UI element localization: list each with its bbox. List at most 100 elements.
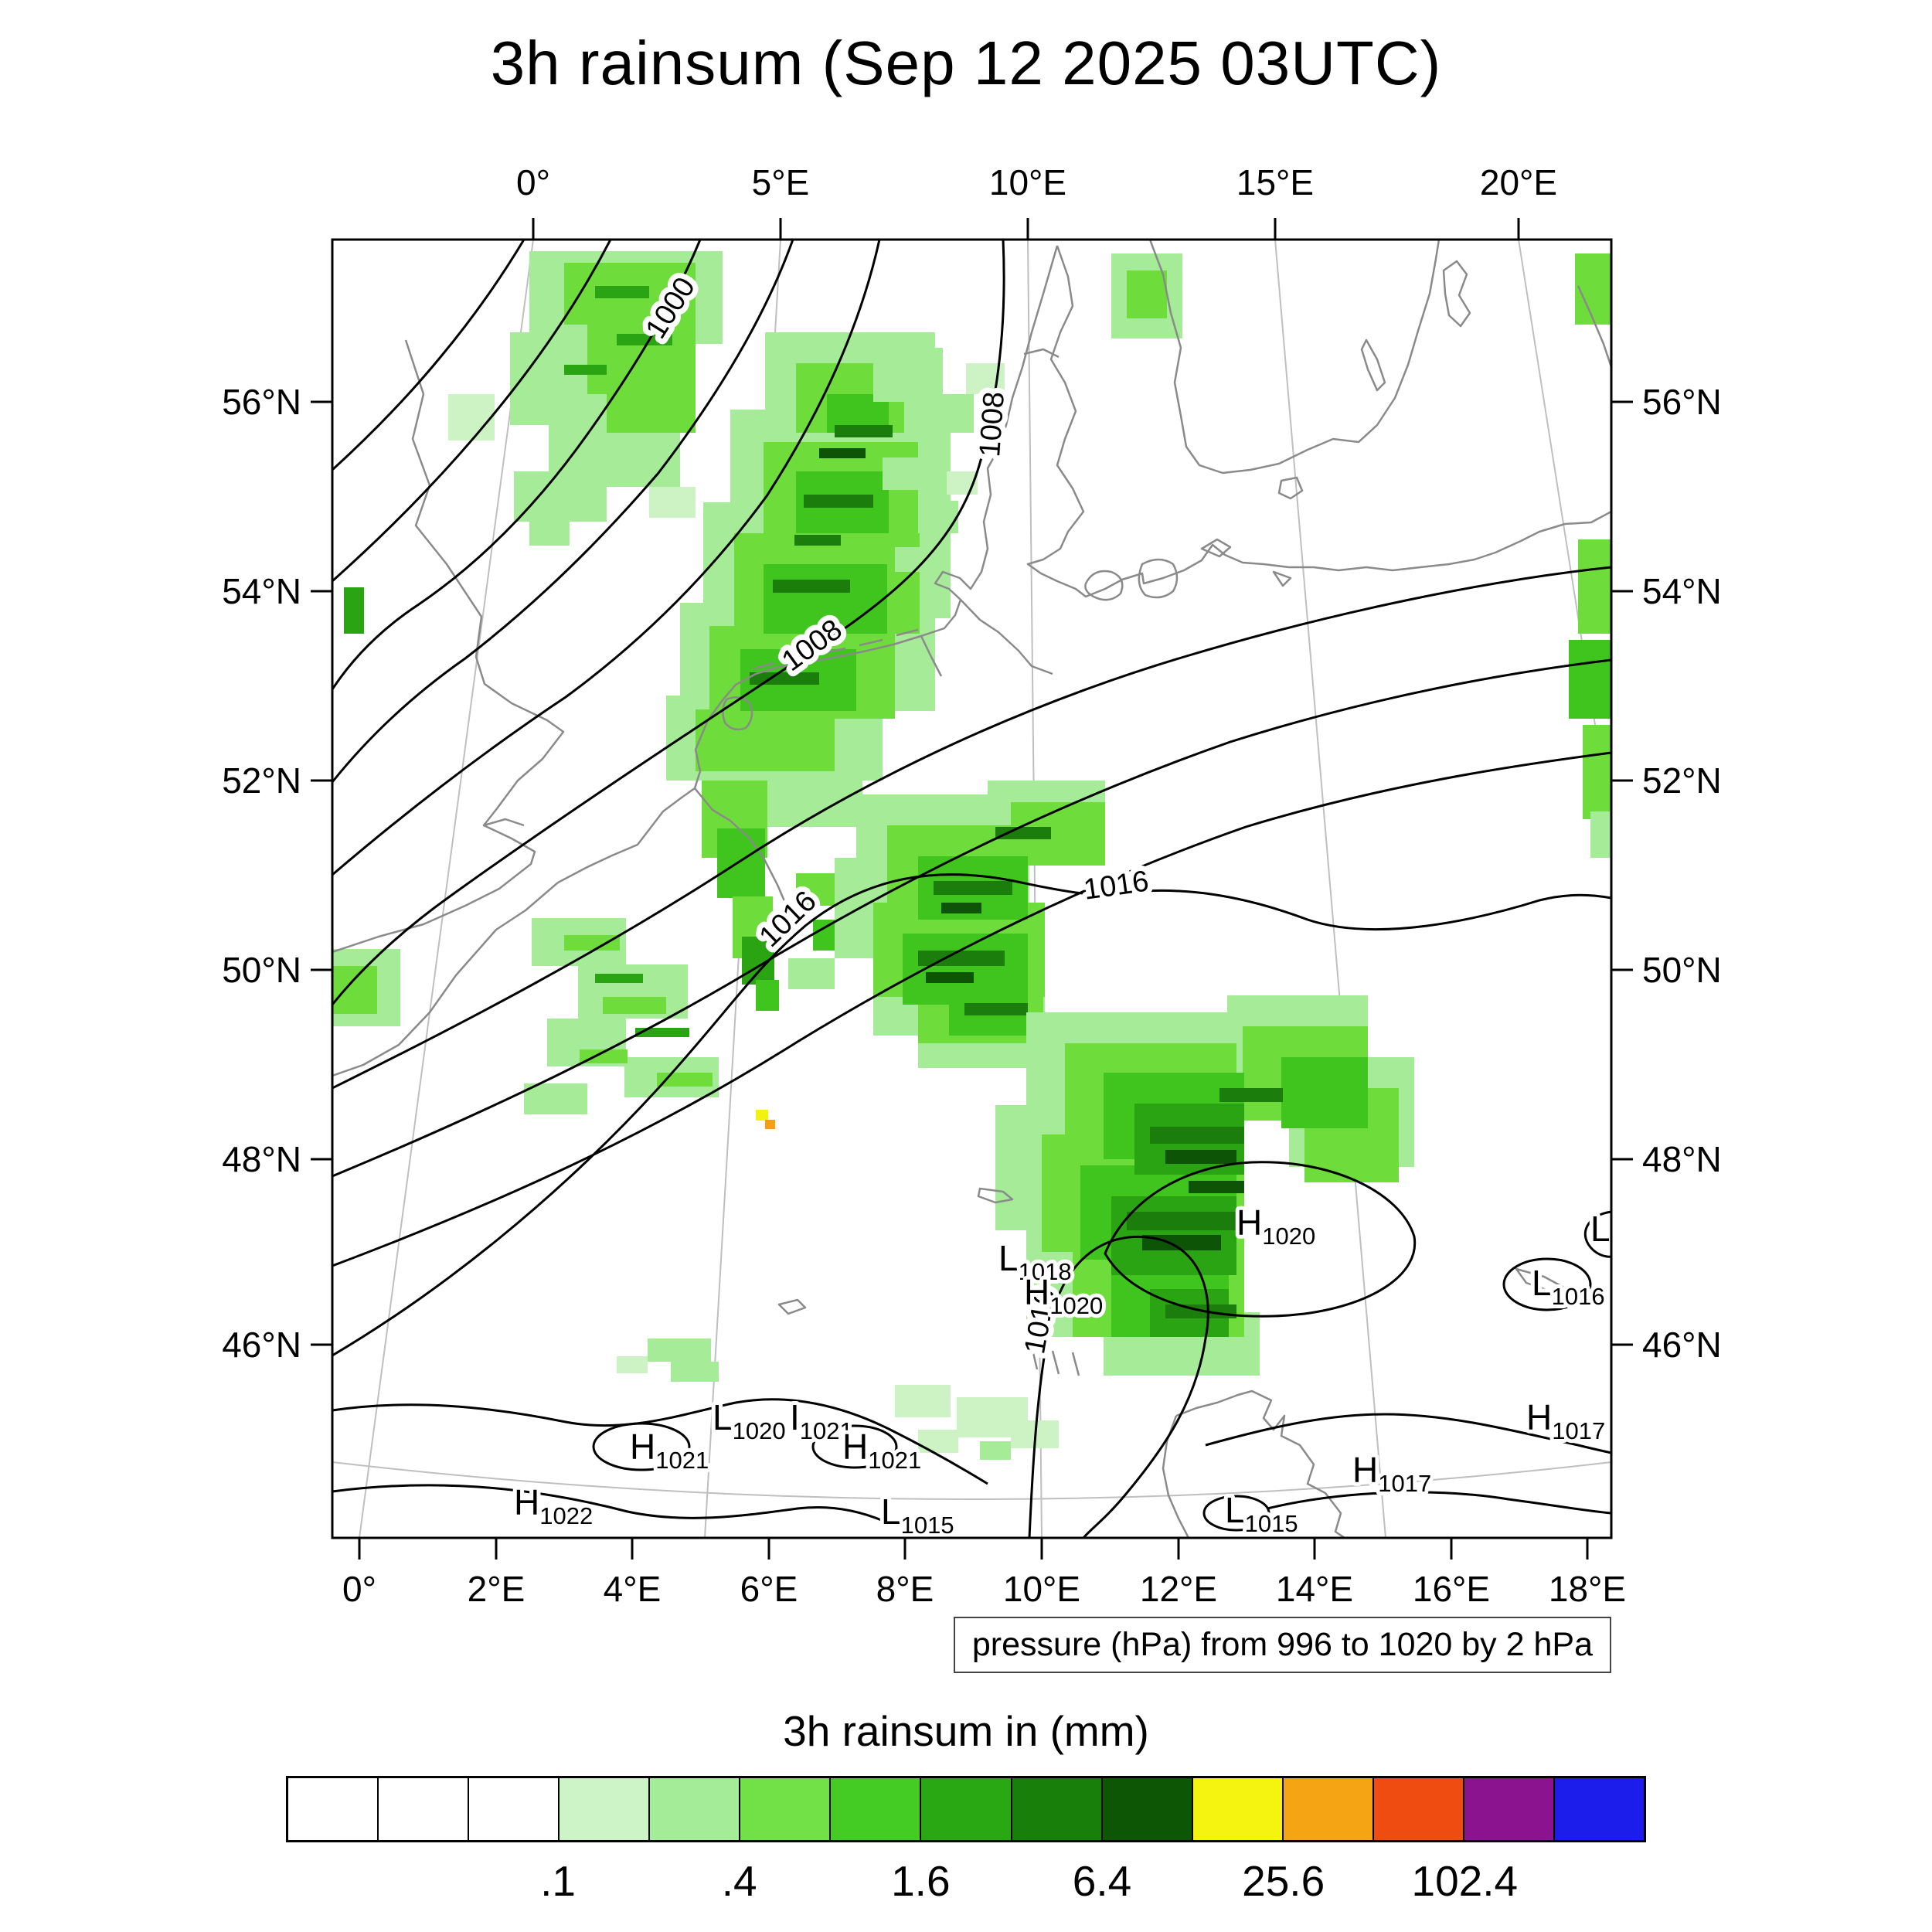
pressure-center-value: 1021 [868,1447,921,1474]
rain-cell [756,980,779,1011]
island-funen [1084,570,1124,601]
pressure-contour [592,1422,691,1471]
axis-label-bottom: 10°E [1003,1569,1080,1609]
rain-cell [1127,270,1167,318]
pressure-center-value: 1021 [800,1417,853,1444]
coastline [557,245,1059,884]
map-frame [331,238,1613,1539]
coastline-adriatic [1175,1389,1345,1538]
colorbar-cell [1191,1778,1282,1840]
coastline [1026,245,1611,598]
axis-label-left: 46°N [222,1325,301,1365]
colorbar-cell [288,1778,378,1840]
island-oland [1360,338,1386,392]
axis-label-left: 48°N [222,1139,301,1179]
rain-cell [344,587,364,634]
pressure-center-value: 1017 [1552,1417,1605,1444]
rain-cell [617,1356,648,1373]
colorbar-cell [558,1778,649,1840]
rain-cell [1590,811,1611,858]
pressure-contour [332,1398,988,1485]
pressure-center-value: 1015 [1245,1510,1298,1537]
pressure-contour [332,240,1005,1005]
colorbar-cell [1100,1778,1192,1840]
coastline-sweden [1148,240,1440,474]
pressure-contour [332,566,1611,1090]
axis-label-top: 15°E [1236,162,1314,202]
rain-cell [756,1110,768,1121]
axes: 0° 5°E 10°E 15°E 20°E0° 2°E 4°E 6°E 8°E 10°E 12°E 1… [222,162,1722,1609]
rain-cell [564,935,620,951]
island-zealand [1138,558,1179,599]
rain-cell [873,348,943,402]
colorbar-cell [739,1778,830,1840]
lake-ijsselmeer [722,696,753,731]
rain-cell [964,1003,1028,1015]
island-gotland [1442,260,1471,328]
colorbar-tick-label: .4 [721,1857,757,1905]
axis-label-bottom: 12°E [1140,1569,1217,1609]
colorbar [286,1776,1646,1842]
rain-cell [448,394,495,440]
axis-label-top: 10°E [989,162,1066,202]
rain-cell [1127,1212,1236,1230]
rain-cell [1578,539,1611,634]
rain-cell [750,672,819,685]
axis-label-left: 56°N [222,382,301,422]
meridian-line [359,240,534,1538]
contour-label: 1016 [1082,865,1151,906]
rain-cell [895,1385,951,1417]
colorbar-cell [377,1778,468,1840]
pressure-center-value: 1021 [655,1447,709,1474]
river-elbe [960,599,1053,675]
pressure-center-value: 1018 [1019,1258,1072,1285]
rain-cell [648,1338,711,1362]
colorbar-cell [468,1778,559,1840]
rain-cell [918,1430,958,1453]
parallel-line [332,1461,1611,1500]
rain-cell [794,535,841,546]
rain-cell [1281,1057,1368,1128]
rain-cell [764,564,887,634]
colorbar-tick-label: 6.4 [1072,1857,1132,1905]
rain-cell [918,951,1005,966]
pressure-center-value: 1020 [1049,1292,1103,1319]
axis-label-bottom: 2°E [468,1569,526,1609]
axis-label-bottom: 18°E [1549,1569,1626,1609]
pressure-center-value: 1022 [539,1502,593,1529]
rain-cell [603,997,666,1014]
rain-shading [332,251,1611,1460]
rain-cell [819,448,866,458]
pressure-center-label: L1016 [1532,1263,1605,1310]
coastlines [332,240,1611,1538]
rain-cell [804,495,873,508]
colorbar-cell [920,1778,1011,1840]
pressure-center-value: 1017 [1378,1470,1431,1497]
coastline-latvia [1577,285,1611,368]
pressure-center-label: H1021 [842,1427,921,1474]
rain-cell [1189,1181,1244,1193]
rain-cell [773,580,850,593]
colorbar-tick-label: 1.6 [891,1857,951,1905]
pressure-contour [332,240,702,690]
rain-cell [941,903,981,913]
frisian-islands [753,628,919,670]
pressure-center-value: 1020 [1262,1223,1315,1250]
pressure-center-value: 1020 [733,1417,786,1444]
colorbar-cell [1281,1778,1372,1840]
axis-label-bottom: 16°E [1413,1569,1490,1609]
rain-cell [980,1441,1011,1460]
axis-label-right: 52°N [1642,760,1722,801]
pressure-center-label: I1021 [790,1397,853,1444]
rain-cell [835,425,893,437]
pressure-contour [332,240,612,583]
oder-lagoon [1272,570,1292,587]
coastline [332,882,559,1077]
pressure-contour [332,240,794,783]
rain-cell [649,487,696,518]
colorbar-tick-label: 25.6 [1242,1857,1325,1905]
pressure-center-label: L1020 [713,1397,786,1444]
page-title: 3h rainsum (Sep 12 2025 03UTC) [490,29,1442,97]
rain-cell [696,709,835,771]
pressure-contour [811,1424,898,1469]
